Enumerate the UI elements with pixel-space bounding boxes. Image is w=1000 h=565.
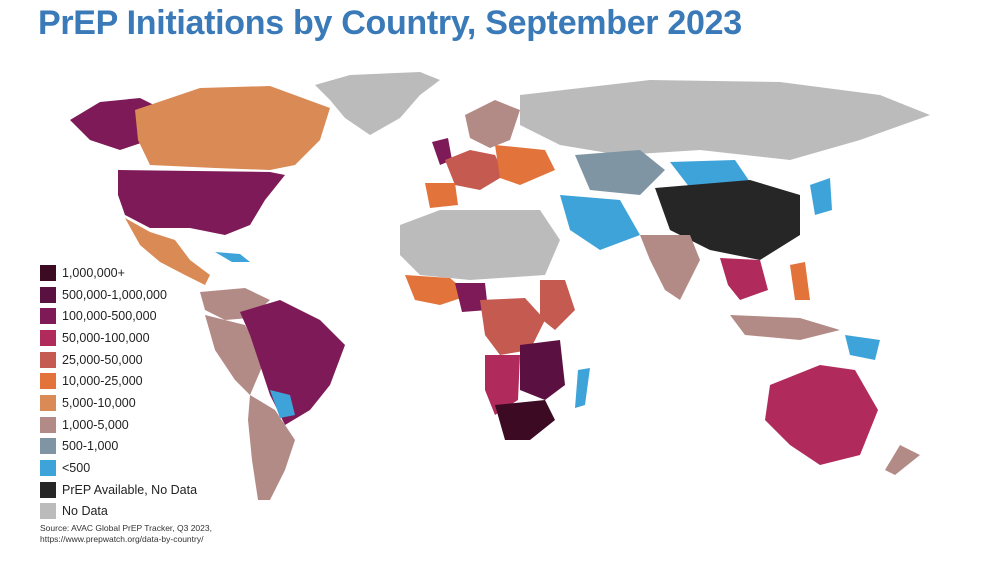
legend-label: 5,000-10,000 <box>62 395 136 410</box>
region-greenland <box>315 72 440 135</box>
region-russia <box>520 80 930 160</box>
legend-label: 25,000-50,000 <box>62 352 143 367</box>
region-east-africa <box>540 280 575 330</box>
region-angola-namibia <box>485 355 520 415</box>
legend-item: 1,000,000+ <box>40 262 240 284</box>
legend-swatch <box>40 416 56 433</box>
map-title: PrEP Initiations by Country, September 2… <box>38 4 742 42</box>
world-map <box>70 72 930 500</box>
legend-label: 1,000,000+ <box>62 265 125 280</box>
legend-label: 500,000-1,000,000 <box>62 287 167 302</box>
region-png <box>845 335 880 360</box>
region-caribbean <box>215 252 250 262</box>
legend-label: <500 <box>62 461 91 476</box>
legend-swatch <box>40 460 56 477</box>
legend-item: No Data <box>40 501 240 523</box>
region-japan <box>810 178 832 215</box>
region-indonesia <box>730 315 840 340</box>
legend-swatch <box>40 329 56 346</box>
legend-swatch <box>40 351 56 368</box>
region-philippines <box>790 262 810 300</box>
region-paraguay <box>270 390 295 418</box>
legend-swatch <box>40 373 56 390</box>
region-southern-cone <box>248 395 295 500</box>
legend-swatch <box>40 503 56 520</box>
legend-item: 1,000-5,000 <box>40 414 240 436</box>
legend-swatch <box>40 264 56 281</box>
region-new-zealand <box>885 445 920 475</box>
legend-label: 50,000-100,000 <box>62 330 150 345</box>
region-southeast-asia <box>720 258 768 300</box>
region-middle-east <box>560 195 640 250</box>
source-url: https://www.prepwatch.org/data-by-countr… <box>40 534 204 544</box>
legend-swatch <box>40 394 56 411</box>
legend-item: 10,000-25,000 <box>40 370 240 392</box>
region-mongolia <box>670 160 750 188</box>
legend-swatch <box>40 286 56 303</box>
region-canada <box>135 86 330 170</box>
legend-item: <500 <box>40 457 240 479</box>
legend-label: 100,000-500,000 <box>62 309 157 324</box>
region-southern-africa-east <box>520 340 565 400</box>
source-line: Source: AVAC Global PrEP Tracker, Q3 202… <box>40 523 212 533</box>
legend-swatch <box>40 438 56 455</box>
region-western-europe <box>445 150 505 190</box>
legend-swatch <box>40 308 56 325</box>
legend-item: 50,000-100,000 <box>40 327 240 349</box>
legend-item: 5,000-10,000 <box>40 392 240 414</box>
legend-item: 500,000-1,000,000 <box>40 284 240 306</box>
legend-item: 100,000-500,000 <box>40 305 240 327</box>
region-scandinavia <box>465 100 520 148</box>
region-usa <box>118 170 285 235</box>
region-australia <box>765 365 878 465</box>
legend-item: 25,000-50,000 <box>40 349 240 371</box>
legend-label: PrEP Available, No Data <box>62 482 198 497</box>
region-kazakhstan <box>575 150 665 195</box>
region-north-africa <box>400 210 560 280</box>
region-iberia <box>425 183 458 208</box>
region-central-africa <box>480 298 545 355</box>
region-uk <box>432 138 452 165</box>
legend-label: 10,000-25,000 <box>62 374 143 389</box>
source-note: Source: AVAC Global PrEP Tracker, Q3 202… <box>40 523 212 545</box>
legend-label: 1,000-5,000 <box>62 417 129 432</box>
region-nigeria <box>455 283 488 312</box>
legend-item: PrEP Available, No Data <box>40 479 240 501</box>
legend-item: 500-1,000 <box>40 436 240 458</box>
region-south-africa <box>495 400 555 440</box>
region-india <box>640 235 700 300</box>
region-brazil <box>240 300 345 425</box>
legend-swatch <box>40 481 56 498</box>
region-west-africa <box>405 275 470 305</box>
region-madagascar <box>575 368 590 408</box>
region-eastern-europe <box>495 145 555 185</box>
legend-label: No Data <box>62 504 108 519</box>
legend: 1,000,000+ 500,000-1,000,000 100,000-500… <box>40 262 240 522</box>
region-mexico <box>125 218 210 285</box>
legend-label: 500-1,000 <box>62 439 119 454</box>
